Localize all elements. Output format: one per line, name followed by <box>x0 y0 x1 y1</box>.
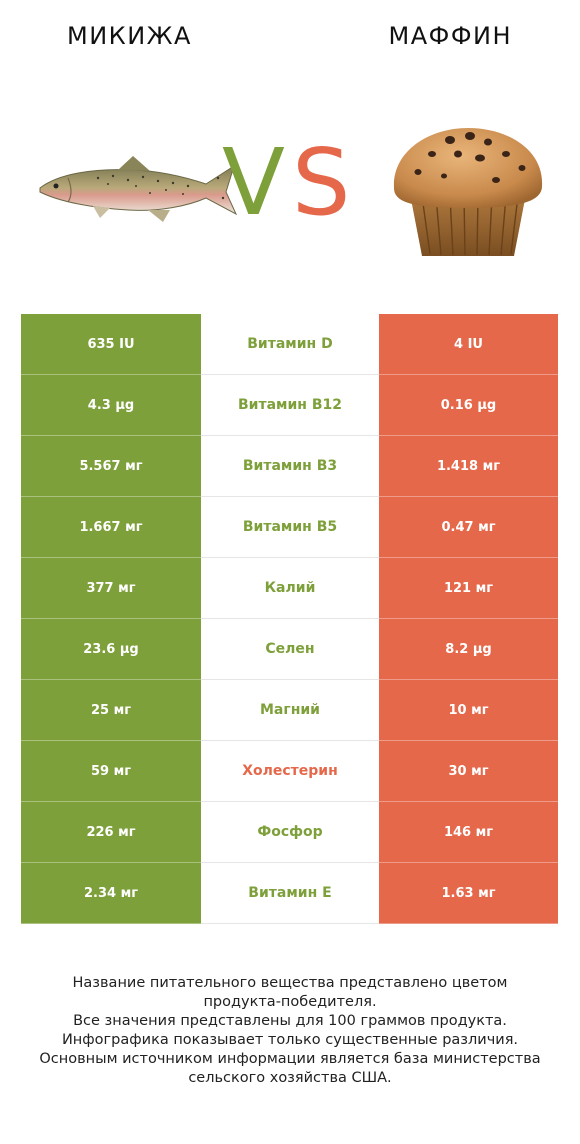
right-value: 146 мг <box>379 802 558 863</box>
nutrient-name: Селен <box>201 619 379 679</box>
table-row: 5.567 мг Витамин B3 1.418 мг <box>21 436 558 497</box>
right-value: 0.16 µg <box>379 375 558 436</box>
left-value: 2.34 мг <box>21 863 201 924</box>
vs-mark: V S <box>222 129 352 236</box>
left-value: 25 мг <box>21 680 201 741</box>
table-row: 1.667 мг Витамин B5 0.47 мг <box>21 497 558 558</box>
left-value: 1.667 мг <box>21 497 201 558</box>
footer-line: продукта-победителя. <box>203 994 377 1010</box>
left-value: 226 мг <box>21 802 201 863</box>
footer-line: Название питательного вещества представл… <box>72 975 508 991</box>
right-title: МАФФИН <box>388 22 512 50</box>
left-title: МИКИЖА <box>67 22 192 50</box>
table-row: 59 мг Холестерин 30 мг <box>21 741 558 802</box>
table-row: 377 мг Калий 121 мг <box>21 558 558 619</box>
right-value: 1.63 мг <box>379 863 558 924</box>
nutrient-name: Витамин D <box>201 314 379 374</box>
table-row: 4.3 µg Витамин B12 0.16 µg <box>21 375 558 436</box>
vs-s: S <box>292 129 351 236</box>
nutrient-name: Холестерин <box>201 741 379 801</box>
muffin-image <box>393 128 543 256</box>
footer-line: Основным источником информации является … <box>39 1051 541 1067</box>
table-row: 2.34 мг Витамин E 1.63 мг <box>21 863 558 924</box>
right-value: 0.47 мг <box>379 497 558 558</box>
left-value: 23.6 µg <box>21 619 201 680</box>
table-row: 23.6 µg Селен 8.2 µg <box>21 619 558 680</box>
left-value: 635 IU <box>21 314 201 375</box>
right-value: 4 IU <box>379 314 558 375</box>
right-value: 8.2 µg <box>379 619 558 680</box>
nutrient-name: Калий <box>201 558 379 618</box>
footer-line: Все значения представлены для 100 граммо… <box>73 1013 507 1029</box>
footer-line: Инфографика показывает только существенн… <box>61 1032 519 1048</box>
nutrient-name: Витамин B12 <box>201 375 379 435</box>
left-value: 377 мг <box>21 558 201 619</box>
right-value: 121 мг <box>379 558 558 619</box>
nutrient-name: Витамин B5 <box>201 497 379 557</box>
trout-image <box>39 156 238 222</box>
nutrient-name: Витамин E <box>201 863 379 923</box>
nutrient-name: Витамин B3 <box>201 436 379 496</box>
left-value: 5.567 мг <box>21 436 201 497</box>
nutrient-name: Магний <box>201 680 379 740</box>
nutrient-name: Фосфор <box>201 802 379 862</box>
right-value: 30 мг <box>379 741 558 802</box>
footer-note: Название питательного вещества представл… <box>20 974 560 1088</box>
footer-line: сельского хозяйства США. <box>188 1070 392 1086</box>
vs-v: V <box>222 129 285 236</box>
right-value: 1.418 мг <box>379 436 558 497</box>
left-value: 4.3 µg <box>21 375 201 436</box>
table-row: 226 мг Фосфор 146 мг <box>21 802 558 863</box>
left-value: 59 мг <box>21 741 201 802</box>
right-value: 10 мг <box>379 680 558 741</box>
table-row: 25 мг Магний 10 мг <box>21 680 558 741</box>
